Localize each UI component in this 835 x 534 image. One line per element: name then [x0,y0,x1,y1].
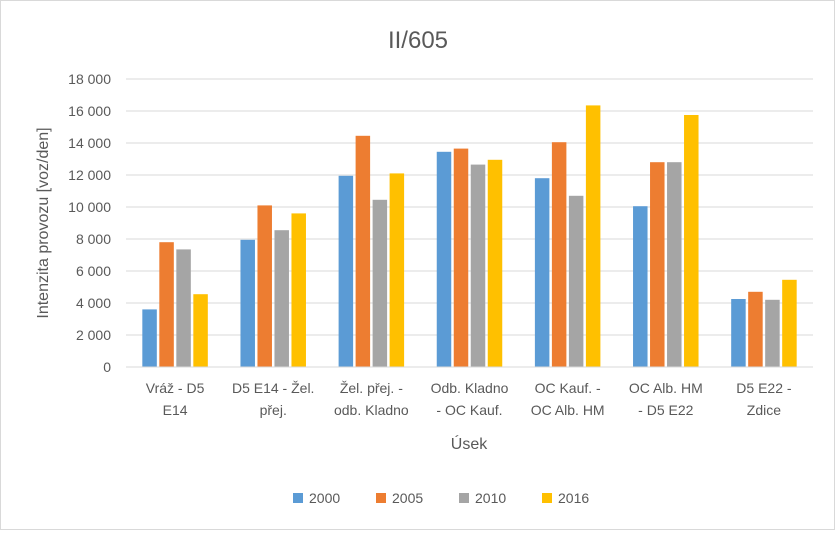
bar-2005 [257,205,272,367]
bar-2010 [765,299,780,367]
y-tick-label: 2 000 [76,327,111,343]
y-tick-label: 6 000 [76,263,111,279]
bar-2010 [568,195,584,367]
x-tick-label: D5 E22 -Zdice [736,380,792,418]
x-tick-label: D5 E14 - Žel. přej. [232,380,314,418]
bar-2010 [470,164,486,367]
legend-swatch-2005 [376,493,386,503]
bar-2000 [240,239,255,367]
bar-2005 [453,148,469,367]
bar-2010 [274,230,289,367]
bar-2005 [650,162,665,367]
bar-2000 [534,178,550,367]
bar-2005 [748,291,763,367]
bar-2000 [436,151,452,367]
legend-swatch-2010 [459,493,469,503]
legend-label-2005: 2005 [392,490,423,506]
legend-label-2016: 2016 [558,490,589,506]
bar-2016 [291,213,306,367]
legend: 2000 2005 2010 2016 [293,490,589,506]
bar-2010 [667,162,682,367]
legend-swatch-2000 [293,493,303,503]
y-tick-label: 8 000 [76,231,111,247]
y-axis-ticks: 0 2 000 4 000 6 000 8 000 10 000 12 000 14 000 1… [68,71,111,375]
y-axis-label: Intenzita provozu [voz/den] [35,127,52,318]
x-tick-label: Vráž - D5 E14 [146,380,205,418]
x-axis-ticks: Vráž - D5 E14 D5 E14 - Žel. přej. Žel. přej.… [146,380,792,418]
legend-swatch-2016 [542,493,552,503]
y-tick-label: 14 000 [68,135,111,151]
bar-2000 [142,309,157,367]
x-axis-label: Úsek [451,434,488,453]
bar-2016 [684,115,699,367]
x-tick-label: OC Kauf. -OC Alb. HM [531,380,605,418]
bar-2016 [782,279,797,367]
bar-2000 [633,206,648,367]
y-tick-label: 10 000 [68,199,111,215]
y-tick-label: 18 000 [68,71,111,87]
bar-2016 [193,294,208,367]
bar-2010 [372,199,388,367]
gridlines [126,78,813,336]
bar-2016 [487,159,503,367]
bar-2010 [176,249,191,367]
x-tick-label: Odb. Kladno - OC Kauf. [431,380,509,418]
bar-2005 [551,142,567,367]
bar-2016 [585,105,601,368]
legend-label-2010: 2010 [475,490,506,506]
y-tick-label: 12 000 [68,167,111,183]
bar-2005 [159,242,174,367]
bar-2000 [731,299,746,367]
chart-title: II/605 [388,27,448,54]
bar-2016 [389,173,405,367]
x-tick-label: Žel. přej. -odb. Kladno [334,380,409,418]
legend-label-2000: 2000 [309,490,340,506]
y-tick-label: 0 [103,359,111,375]
x-tick-label: OC Alb. HM - D5 E22 [629,380,703,418]
bar-2000 [338,175,354,367]
bar-2005 [355,135,371,367]
y-tick-label: 4 000 [76,295,111,311]
bars [142,105,797,368]
y-tick-label: 16 000 [68,103,111,119]
